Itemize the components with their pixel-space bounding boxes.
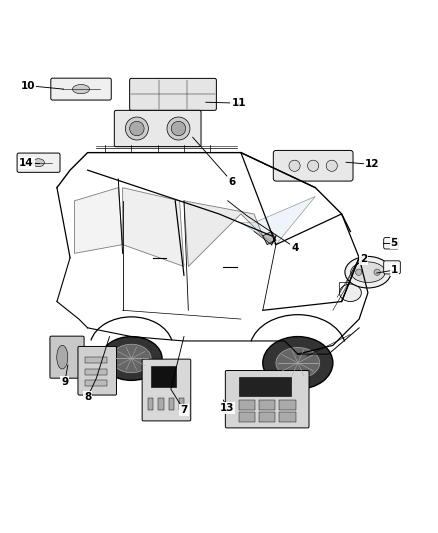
Text: 1: 1 [391, 265, 398, 275]
Bar [279, 400, 296, 410]
Text: 7: 7 [180, 405, 187, 415]
Polygon shape [263, 231, 276, 245]
Ellipse shape [351, 262, 385, 282]
Bar [239, 377, 291, 397]
Circle shape [289, 160, 300, 171]
Bar [279, 413, 296, 422]
Bar [169, 398, 174, 410]
Text: 8: 8 [84, 392, 91, 402]
Polygon shape [123, 188, 184, 266]
FancyBboxPatch shape [78, 346, 117, 395]
Polygon shape [184, 201, 263, 266]
Ellipse shape [339, 284, 361, 302]
Text: 6: 6 [229, 177, 236, 187]
Bar [239, 413, 255, 422]
Circle shape [356, 269, 362, 276]
Polygon shape [74, 188, 123, 253]
Bar [151, 366, 177, 387]
Bar [148, 398, 153, 410]
Circle shape [171, 122, 186, 136]
FancyBboxPatch shape [114, 110, 201, 147]
Text: 4: 4 [292, 243, 299, 253]
Text: 10: 10 [20, 80, 35, 91]
FancyBboxPatch shape [142, 359, 191, 421]
Bar [159, 398, 163, 410]
FancyBboxPatch shape [50, 336, 84, 378]
FancyBboxPatch shape [51, 78, 111, 100]
Ellipse shape [57, 345, 68, 369]
Ellipse shape [276, 348, 320, 378]
Text: 9: 9 [61, 377, 68, 387]
Text: 13: 13 [219, 403, 234, 413]
Bar [339, 282, 355, 290]
Circle shape [326, 160, 337, 171]
Text: 14: 14 [19, 158, 34, 168]
Bar [179, 398, 184, 410]
Bar [85, 357, 107, 363]
Ellipse shape [73, 85, 90, 94]
Circle shape [125, 117, 148, 140]
Text: 2: 2 [360, 254, 367, 264]
Bar [85, 369, 107, 375]
Circle shape [307, 160, 319, 171]
Circle shape [167, 117, 190, 140]
FancyBboxPatch shape [273, 150, 353, 181]
Text: 12: 12 [365, 159, 380, 169]
Ellipse shape [101, 336, 162, 381]
FancyBboxPatch shape [130, 78, 216, 110]
Polygon shape [241, 197, 315, 245]
Bar [259, 400, 275, 410]
Bar [239, 400, 255, 410]
FancyBboxPatch shape [384, 238, 399, 249]
Bar [259, 413, 275, 422]
Text: 11: 11 [231, 98, 246, 108]
Circle shape [130, 122, 144, 136]
Ellipse shape [263, 336, 333, 389]
Ellipse shape [32, 159, 44, 167]
FancyBboxPatch shape [225, 370, 309, 428]
Bar [85, 381, 107, 386]
FancyBboxPatch shape [17, 153, 60, 172]
Ellipse shape [345, 256, 391, 288]
FancyBboxPatch shape [384, 261, 400, 274]
Text: 5: 5 [391, 238, 398, 248]
Circle shape [374, 269, 380, 276]
Ellipse shape [112, 344, 151, 373]
